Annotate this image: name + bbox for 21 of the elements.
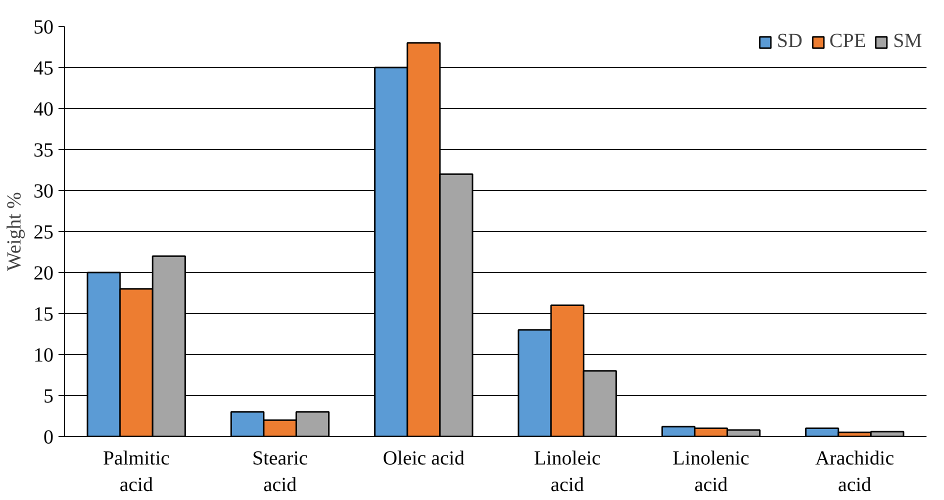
y-axis-title: Weight % xyxy=(4,192,26,271)
y-tick-label: 40 xyxy=(34,98,54,120)
x-tick-label: Linoleic acid xyxy=(534,448,601,496)
y-tick-label: 45 xyxy=(34,58,54,80)
x-tick-label: Arachidic acid xyxy=(815,448,894,496)
y-tick-label: 20 xyxy=(34,262,54,284)
legend-label: SM xyxy=(893,30,922,53)
y-tick-label: 35 xyxy=(34,140,54,162)
legend-label: CPE xyxy=(829,30,866,53)
y-tick-label: 30 xyxy=(34,180,54,202)
x-tick-label: Stearic acid xyxy=(252,448,308,496)
legend-label: SD xyxy=(776,30,802,53)
y-tick-label: 5 xyxy=(44,386,54,408)
y-tick-label: 15 xyxy=(34,304,54,326)
y-tick-label: 25 xyxy=(34,222,54,244)
y-tick-label: 10 xyxy=(34,344,54,366)
x-tick-label: Oleic acid xyxy=(382,448,464,470)
x-tick-label: Palmitic acid xyxy=(103,448,170,496)
x-tick-label: Linolenic acid xyxy=(672,448,750,496)
y-tick-label: 0 xyxy=(44,426,54,448)
y-tick-label: 50 xyxy=(34,16,54,38)
